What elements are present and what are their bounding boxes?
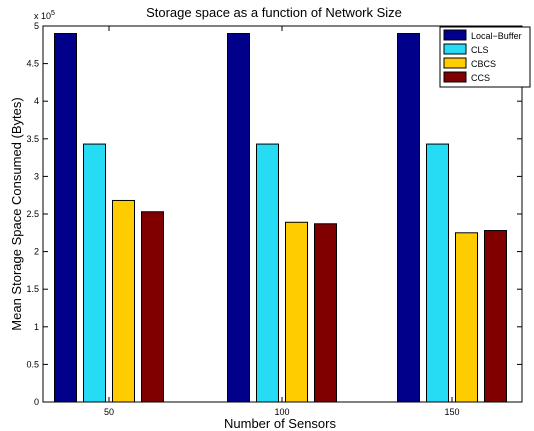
legend: Local−Buffer CLS CBCS CCS — [439, 26, 531, 88]
legend-label: CLS — [471, 45, 489, 55]
y-tick-label: 3.5 — [26, 134, 39, 144]
legend-swatch — [443, 57, 467, 69]
bar-ccs-100 — [314, 223, 337, 403]
legend-label: Local−Buffer — [471, 31, 522, 41]
x-tick-label: 50 — [104, 407, 114, 417]
bar-cbcs-150 — [455, 232, 478, 403]
legend-label: CCS — [471, 73, 490, 83]
y-axis-label: Mean Storage Space Consumed (Bytes) — [9, 97, 24, 330]
bar-cbcs-100 — [285, 221, 308, 403]
y-tick-label: 4.5 — [26, 59, 39, 69]
y-tick-label: 0 — [34, 397, 39, 407]
x-tick-label: 150 — [444, 407, 459, 417]
bar-ccs-50 — [141, 211, 164, 403]
bar-ccs-150 — [484, 230, 507, 403]
exponent-label: x 105 — [34, 10, 55, 21]
legend-swatch — [443, 71, 467, 83]
bar-cbcs-50 — [112, 199, 135, 403]
chart-title: Storage space as a function of Network S… — [146, 5, 402, 20]
bar-cls-100 — [256, 143, 279, 403]
bar-cls-150 — [426, 143, 449, 403]
y-tick-label: 1 — [34, 322, 39, 332]
y-tick-label: 5 — [34, 21, 39, 31]
x-axis-label: Number of Sensors — [224, 416, 336, 431]
y-tick-label: 0.5 — [26, 359, 39, 369]
bar-cls-50 — [83, 143, 106, 403]
y-tick-label: 2.5 — [26, 209, 39, 219]
bar-local-buffer-150 — [397, 33, 420, 403]
bar-local-buffer-50 — [54, 33, 77, 403]
legend-swatch — [443, 29, 467, 41]
plot-area-frame — [42, 25, 523, 403]
y-tick-label: 4 — [34, 96, 39, 106]
bar-local-buffer-100 — [227, 33, 250, 403]
x-tick-label: 100 — [274, 407, 289, 417]
y-tick-label: 1.5 — [26, 284, 39, 294]
legend-label: CBCS — [471, 59, 496, 69]
legend-swatch — [443, 43, 467, 55]
exponent-prefix: x 10 — [34, 11, 51, 21]
y-tick-label: 3 — [34, 171, 39, 181]
exponent-power: 5 — [51, 10, 55, 17]
y-tick-label: 2 — [34, 247, 39, 257]
